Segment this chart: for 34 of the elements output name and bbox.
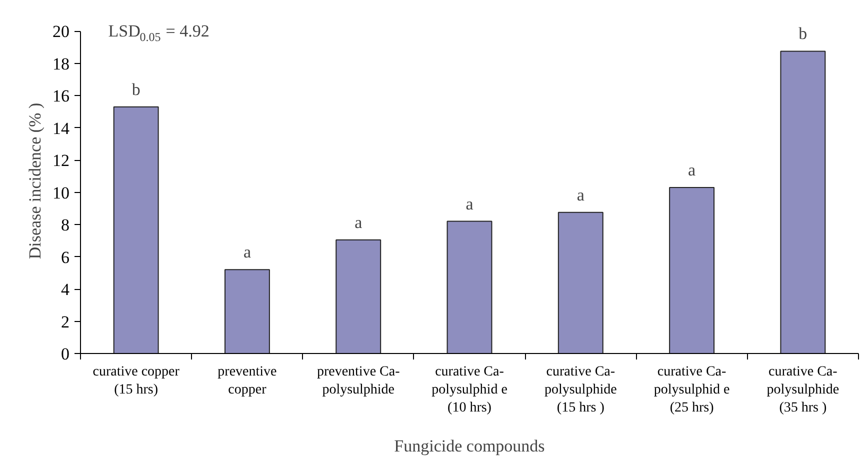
annotation: a [354,212,363,232]
y-tick-label: 10 [52,183,70,202]
y-tick-label: 12 [52,151,70,170]
annotation: a [466,194,474,214]
annotation: a [576,185,585,204]
x-tick-label: preventive Ca- polysulphide [316,364,400,398]
x-tick-label: curative copper (15 hrs) [92,364,180,398]
annotation: b [798,24,808,44]
x-tick-label: curative Ca- polysulphide (15 hrs ) [544,364,617,416]
x-tick-label: curative Ca- polysulphid e (10 hrs) [432,364,508,416]
y-tick-label: 14 [52,118,70,138]
bar [669,186,715,354]
y-tick-label: 18 [52,54,70,74]
y-tick-label: 8 [61,216,70,235]
y-tick-label: 6 [61,248,70,267]
y-tick-label: 20 [52,22,70,42]
bar [558,212,604,354]
bar [336,239,382,354]
y-tick-label: 4 [61,280,70,300]
y-axis-title: Disease incidence (% ) [26,102,44,260]
x-tick-label: curative Ca- polysulphide (35 hrs ) [766,364,840,416]
x-tick-label: preventive copper [218,364,277,398]
bar [780,50,826,354]
bar [113,106,159,354]
bar [224,269,270,354]
annotation: a [688,160,696,180]
bar [446,220,492,354]
y-tick-label: 2 [61,312,70,332]
annotation: b [132,80,140,99]
x-axis-title: Fungicide compounds [394,436,545,456]
y-tick-label: 16 [52,86,70,106]
annotation: a [243,242,252,262]
y-tick-label: 0 [61,344,70,364]
x-tick-label: curative Ca- polysulphid e (25 hrs) [654,364,730,416]
